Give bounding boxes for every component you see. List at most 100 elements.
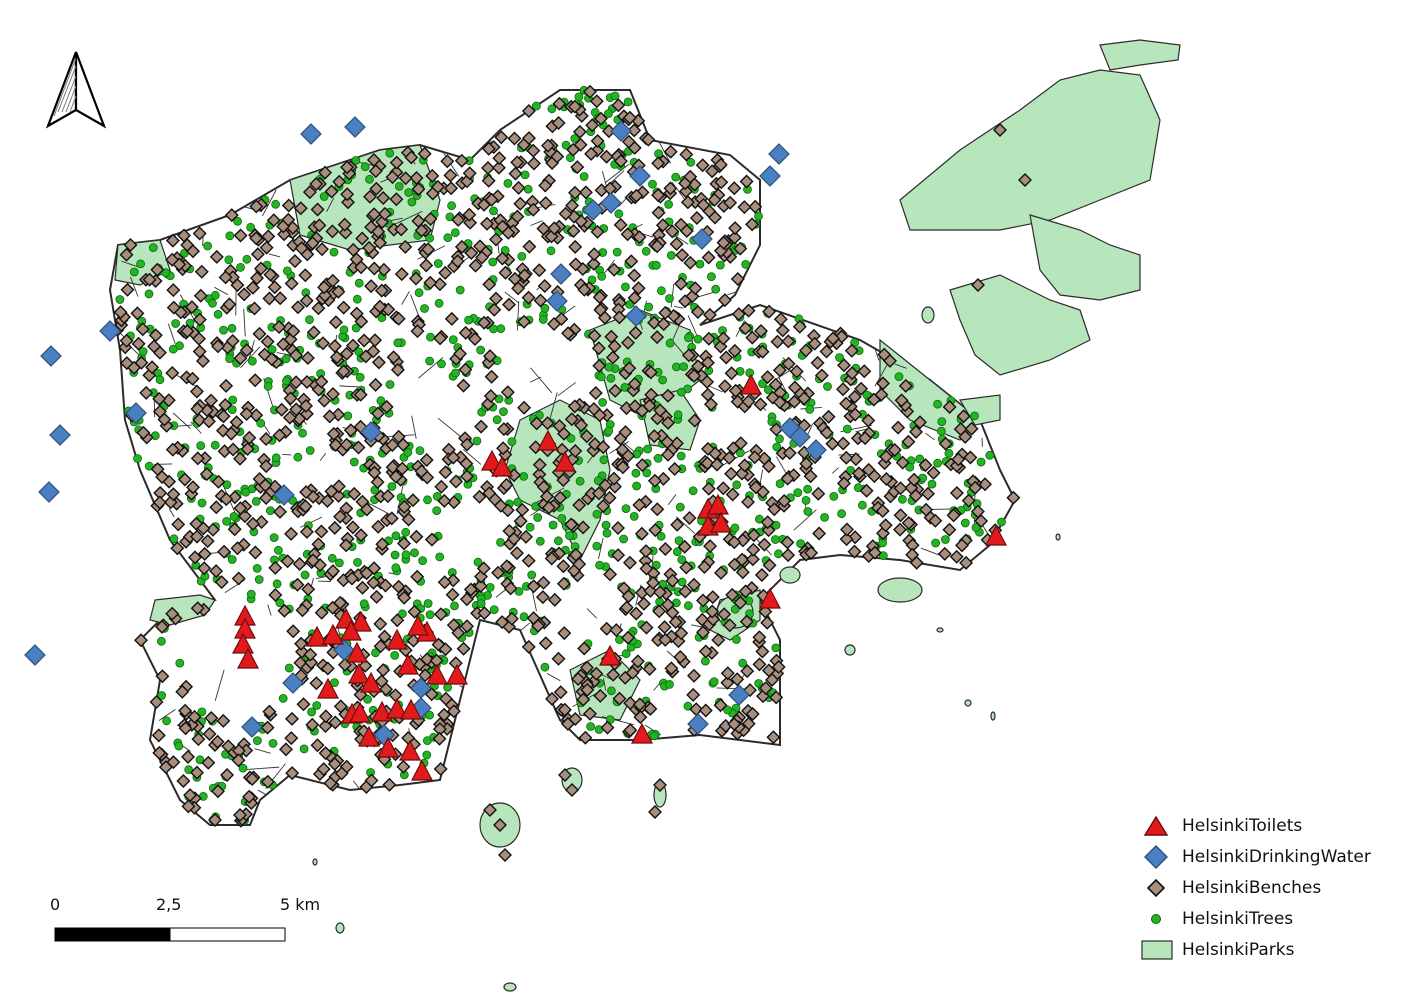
bench-point — [181, 749, 195, 764]
bench-point — [294, 241, 309, 256]
drinking-water-point — [40, 345, 62, 367]
bench-point — [259, 491, 274, 505]
bench-point — [854, 381, 869, 396]
tree-point — [496, 538, 505, 547]
bench-point — [239, 343, 254, 358]
bench-point — [328, 315, 343, 330]
bench-point — [639, 561, 654, 576]
bench-point — [373, 639, 388, 654]
road-segment — [254, 748, 271, 754]
bench-point — [409, 529, 424, 544]
bench-point — [384, 511, 399, 526]
tree-point — [472, 436, 482, 446]
bench-point — [618, 425, 633, 440]
bench-point — [304, 655, 319, 670]
bench-point — [190, 601, 205, 616]
bench-point — [277, 603, 292, 618]
bench-point — [366, 575, 381, 590]
bench-point — [385, 170, 400, 185]
bench-point — [131, 336, 146, 351]
road-segment — [793, 509, 817, 531]
bench-point — [697, 560, 712, 574]
bench-point — [909, 424, 923, 439]
tree-point — [570, 134, 580, 143]
bench-point — [725, 487, 740, 502]
bench-point — [551, 651, 566, 666]
tree-point — [686, 157, 696, 167]
tree-point — [213, 309, 223, 319]
drinking-water-point — [687, 713, 709, 735]
bench-point — [193, 288, 208, 303]
bench-point — [517, 314, 531, 329]
bench-point — [231, 571, 246, 586]
bench-point — [219, 378, 234, 393]
tree-point — [985, 450, 995, 460]
road-segment — [790, 142, 802, 156]
bench-point — [483, 803, 497, 817]
bench-point — [593, 111, 608, 126]
bench-point — [424, 532, 439, 547]
bench-point — [299, 485, 314, 500]
bench-point — [600, 720, 615, 735]
bench-point — [961, 493, 976, 508]
tree-point — [448, 335, 458, 345]
drinking-water-point — [125, 402, 147, 424]
bench-point — [209, 564, 224, 579]
bench-point — [683, 255, 698, 270]
bench-point — [211, 474, 226, 489]
road-segment — [375, 96, 402, 108]
bench-point — [165, 442, 180, 457]
bench-point — [592, 358, 607, 373]
bench-point — [332, 174, 347, 189]
bench-point — [700, 355, 715, 370]
road-segment — [240, 346, 261, 369]
bench-point — [719, 350, 734, 365]
bench-point — [760, 370, 775, 385]
tree-point — [517, 251, 527, 261]
tree-point — [514, 587, 524, 596]
bench-point — [515, 502, 530, 517]
bench-point — [233, 501, 248, 516]
toilet-point — [631, 722, 653, 744]
toilet-point — [377, 736, 399, 758]
bench-point — [204, 393, 218, 408]
bench-point — [343, 423, 358, 438]
tree-point — [927, 479, 937, 489]
road-segment — [522, 794, 537, 803]
road-segment — [831, 671, 865, 679]
bench-point — [451, 212, 466, 227]
bench-point — [665, 224, 680, 239]
bench-point — [378, 578, 393, 593]
bench-point — [371, 224, 386, 239]
bench-point — [596, 499, 611, 514]
bench-point — [893, 508, 908, 523]
tree-point — [632, 481, 641, 491]
bench-point — [826, 331, 840, 346]
bench-point — [406, 493, 420, 508]
tree-point — [476, 345, 486, 355]
bench-point — [584, 146, 599, 161]
road-segment — [176, 144, 185, 152]
bench-point — [351, 440, 366, 455]
toilet-point — [399, 739, 421, 761]
bench-point — [781, 356, 796, 371]
tree-point — [535, 536, 545, 546]
bench-point — [726, 441, 741, 456]
bench-point — [893, 522, 907, 537]
bench-point — [233, 228, 248, 243]
road-segment — [731, 90, 755, 104]
bench-point — [775, 323, 790, 338]
tree-point — [225, 354, 235, 364]
tree-point — [203, 241, 213, 251]
bench-point — [819, 425, 834, 440]
tree-point — [434, 298, 444, 308]
bench-point — [536, 480, 551, 494]
bench-point — [557, 426, 571, 441]
bench-point — [364, 279, 379, 294]
bench-point — [477, 315, 492, 330]
tree-point — [423, 599, 433, 608]
bench-point — [289, 375, 304, 390]
bench-point — [201, 755, 216, 770]
road-segment — [818, 560, 843, 584]
road-segment — [753, 790, 785, 793]
